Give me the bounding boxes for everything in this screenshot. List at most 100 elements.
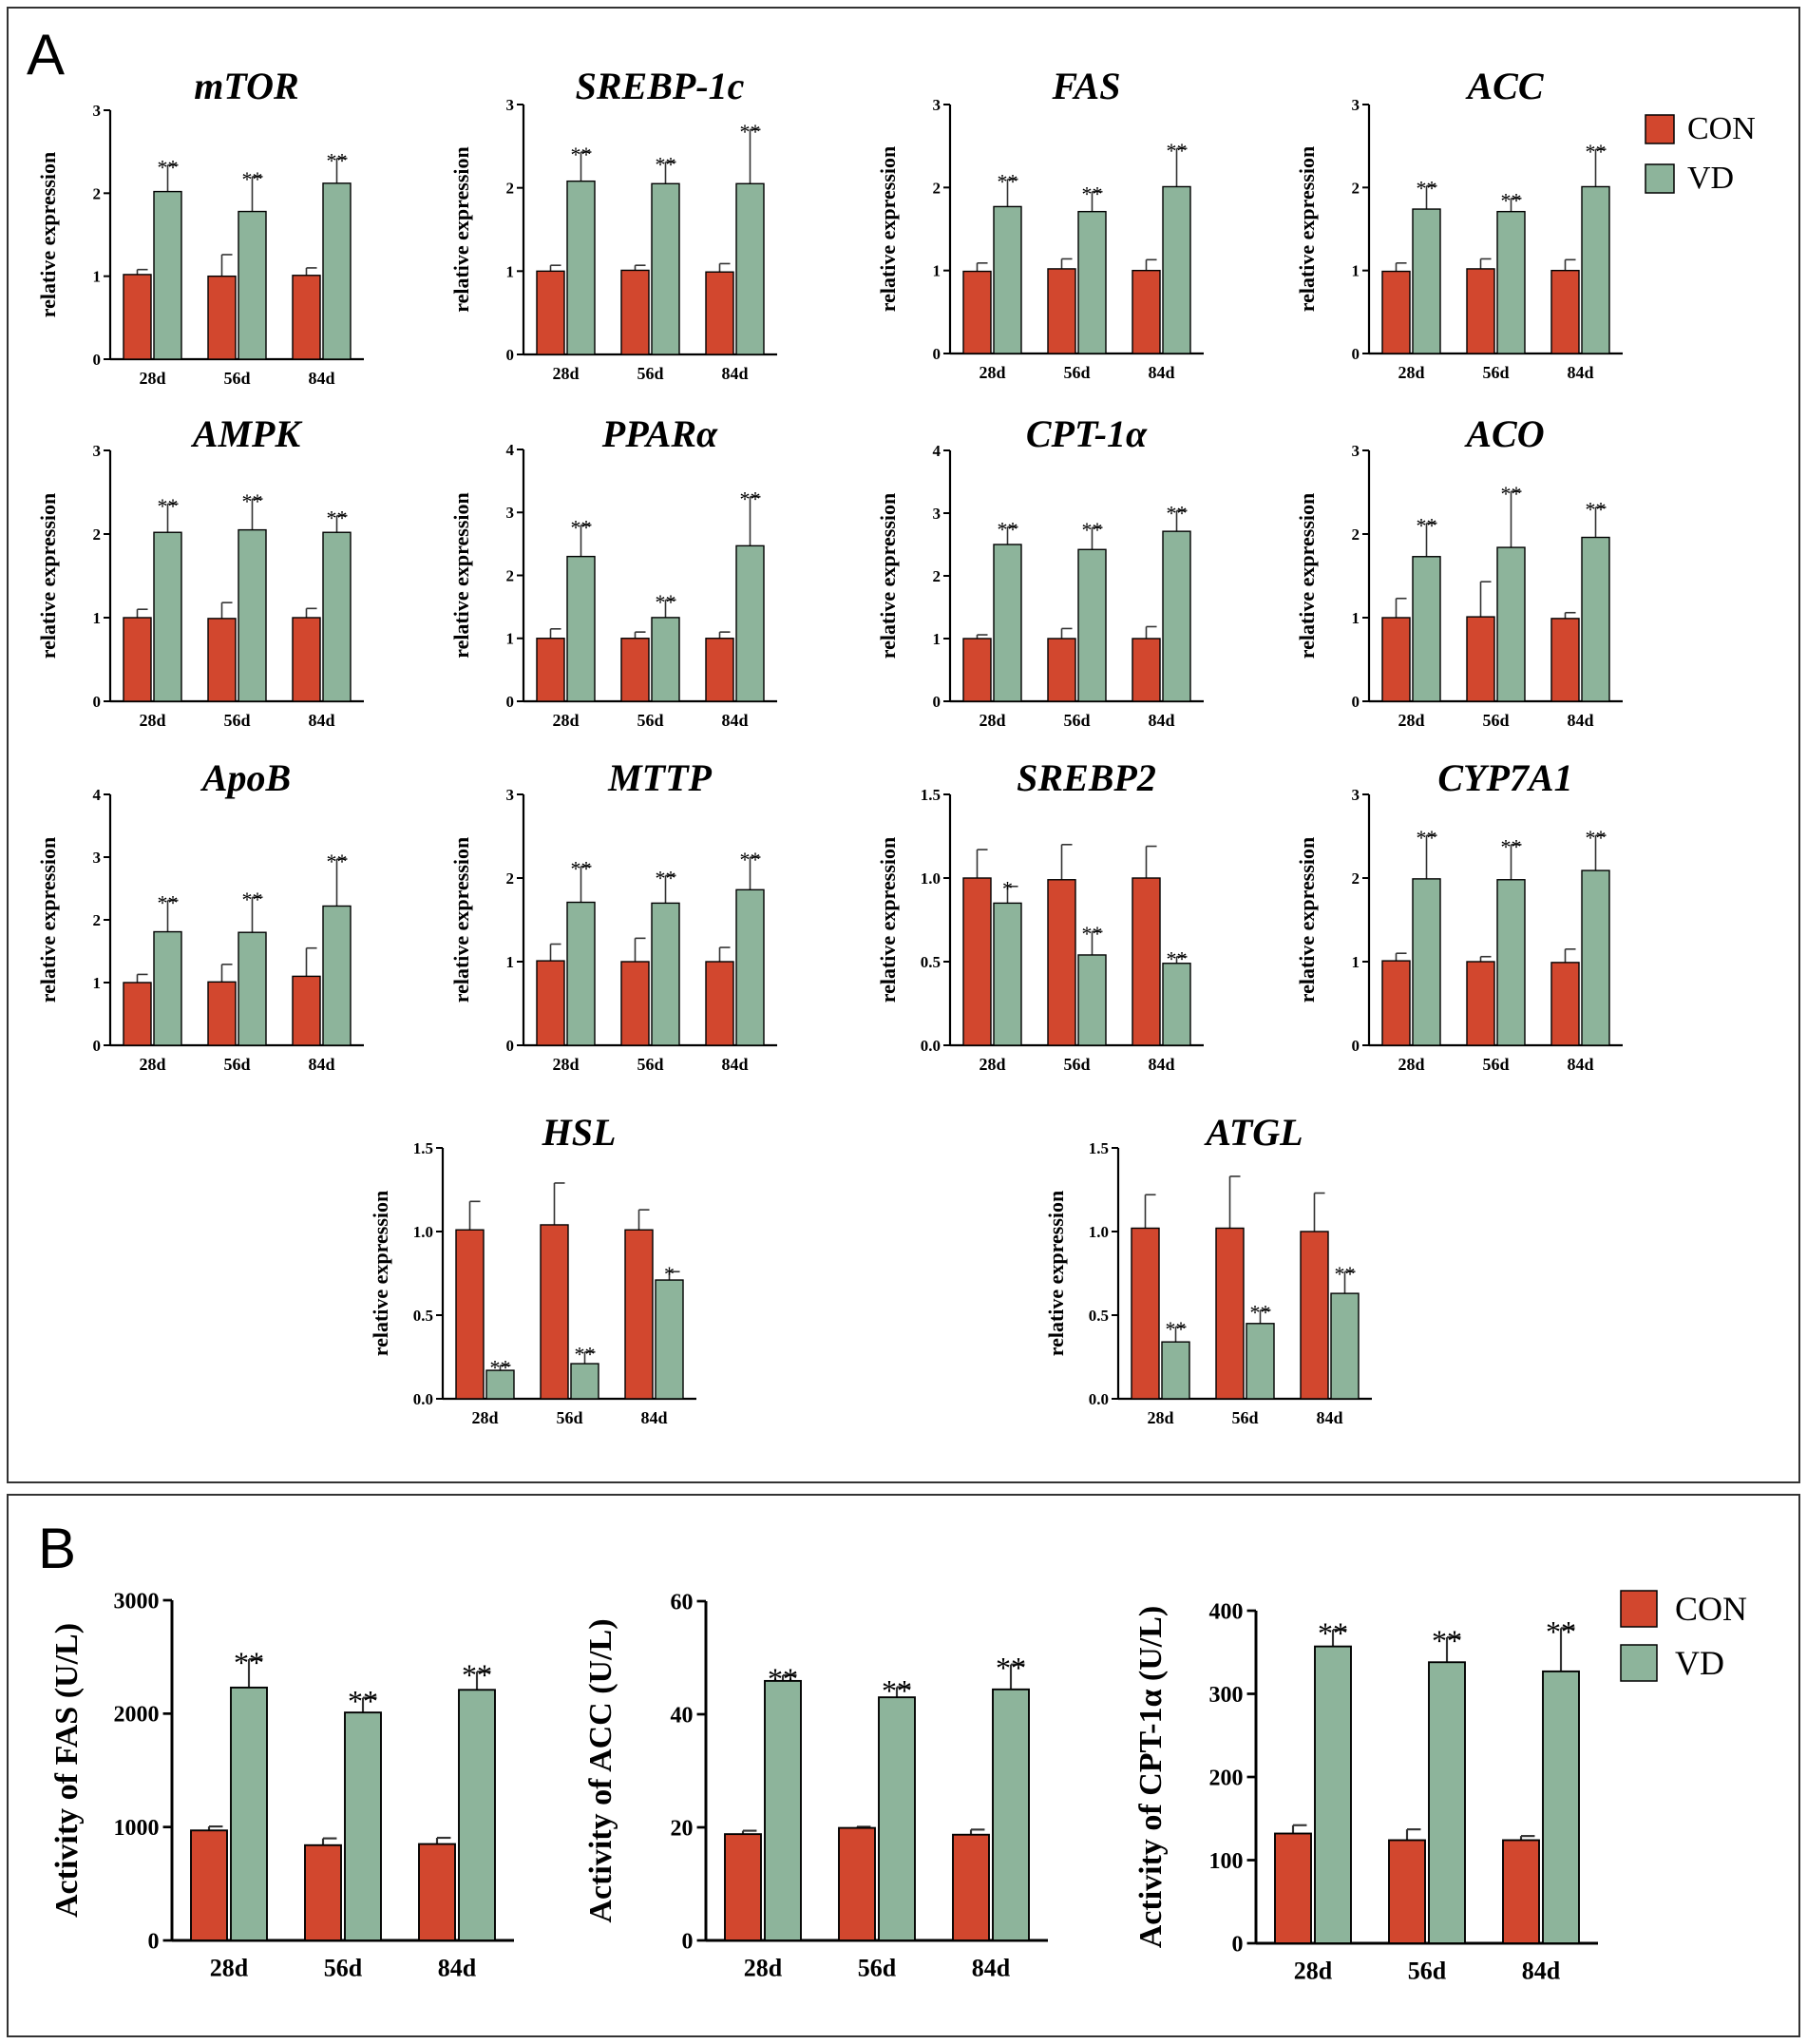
y-tick-label: 40: [671, 1703, 694, 1728]
y-tick-label: 1: [93, 974, 102, 992]
y-tick-label: 2: [506, 180, 515, 198]
bar-con: [1466, 961, 1495, 1046]
panel-a-frame: [7, 7, 1800, 1483]
y-tick-label: 200: [1209, 1766, 1244, 1790]
y-tick-label: 0.0: [413, 1390, 433, 1408]
significance-marker: *: [1002, 877, 1013, 901]
bar-vd: [764, 1679, 802, 1941]
bar-vd: [322, 531, 352, 702]
x-tick-label: 28d: [979, 711, 1005, 730]
bar-vd: [651, 617, 680, 702]
bar-con: [962, 877, 992, 1046]
chart-cyp7a1: 0 1 2 3 relative expression CYP7A1 28d ** 56d ** 8…: [1295, 756, 1623, 1074]
y-tick-label: 3: [506, 786, 515, 804]
significance-marker: **: [571, 143, 592, 166]
chart-activity-15: 0 20 40 60 Activity of ACC (U/L) 28d ** 56d ** 84…: [583, 1590, 1048, 1982]
y-tick-label: 0: [1352, 1037, 1360, 1055]
bar-vd: [322, 905, 352, 1046]
chart-title: ACO: [1463, 412, 1544, 455]
legend-b: CON VD: [1620, 1590, 1747, 1682]
bar-con: [1381, 617, 1411, 702]
significance-marker: **: [656, 590, 676, 614]
x-tick-label: 56d: [637, 364, 663, 383]
significance-marker: **: [1501, 189, 1522, 213]
y-tick-label: 1000: [114, 1816, 160, 1841]
x-tick-label: 28d: [744, 1955, 783, 1982]
y-tick-label: 0: [933, 345, 942, 363]
bar-vd: [735, 544, 765, 702]
y-axis-label: Activity of ACC (U/L): [583, 1618, 618, 1922]
chart-srebp-1c: 0 1 2 3 relative expression SREBP-1c 28d ** 56d *…: [449, 65, 777, 383]
y-axis-label: relative expression: [369, 1191, 392, 1357]
bar-vd: [878, 1696, 916, 1941]
chart-title: HSL: [542, 1111, 617, 1154]
significance-marker: **: [327, 506, 348, 530]
bar-con: [1550, 269, 1580, 354]
x-tick-label: 28d: [210, 1955, 249, 1982]
y-tick-label: 1.5: [1089, 1139, 1109, 1157]
bar-con: [123, 274, 152, 360]
bar-vd: [1077, 954, 1107, 1046]
bar-vd: [735, 182, 765, 355]
y-tick-label: 1.0: [1089, 1223, 1109, 1241]
x-tick-label: 28d: [1147, 1408, 1173, 1427]
bar-vd: [566, 555, 596, 702]
bar-vd: [153, 930, 182, 1046]
x-tick-label: 84d: [1567, 1055, 1593, 1074]
significance-marker: **: [656, 152, 676, 176]
y-tick-label: 0: [682, 1929, 694, 1954]
bar-con: [207, 275, 237, 360]
significance-marker: **: [1417, 176, 1437, 200]
legend-a: CON VD: [1645, 111, 1756, 196]
bar-vd: [344, 1711, 382, 1941]
bar-vd: [238, 931, 267, 1046]
chart-title: AMPK: [190, 412, 303, 455]
bar-vd: [1581, 869, 1610, 1046]
bar-con: [304, 1843, 342, 1941]
x-tick-label: 84d: [1522, 1958, 1561, 1985]
chart-title: ACC: [1464, 65, 1544, 107]
chart-activity-14: 0 1000 2000 3000 Activity of FAS (U/L) 28d ** 5…: [49, 1589, 514, 1982]
x-tick-label: 56d: [223, 711, 250, 730]
chart-fas: 0 1 2 3 relative expression FAS 28d ** 56d ** 84d *…: [876, 65, 1204, 382]
x-tick-label: 28d: [979, 363, 1005, 382]
chart-title: SREBP2: [1017, 756, 1156, 799]
chart-srebp2: 0.0 0.5 1.0 1.5 relative expression SREBP2 28d…: [876, 756, 1204, 1074]
bar-vd: [1496, 210, 1526, 354]
y-tick-label: 2: [933, 179, 942, 197]
bar-vd: [1162, 185, 1191, 354]
y-tick-label: 4: [933, 442, 942, 460]
x-tick-label: 84d: [1148, 711, 1174, 730]
bar-vd: [1077, 210, 1107, 354]
bar-con: [952, 1833, 990, 1941]
panel-b-frame: [7, 1494, 1800, 2037]
bar-con: [292, 275, 321, 360]
y-tick-label: 0.5: [413, 1307, 433, 1325]
chart-ppar-: 0 1 2 3 4 relative expression PPARα 28d ** 56d ** 8…: [449, 412, 777, 730]
bar-vd: [1412, 208, 1441, 354]
legend-b-vd-swatch: [1620, 1644, 1658, 1682]
bar-con: [1131, 1227, 1160, 1400]
y-tick-label: 1.5: [921, 786, 941, 804]
significance-marker: **: [571, 515, 592, 539]
bar-con: [123, 982, 152, 1046]
x-tick-label: 56d: [1063, 363, 1090, 382]
bar-vd: [570, 1363, 599, 1400]
x-tick-label: 56d: [223, 369, 250, 388]
chart-title: MTTP: [607, 756, 712, 799]
bar-con: [1300, 1231, 1329, 1400]
x-tick-label: 84d: [308, 711, 334, 730]
significance-marker: **: [1417, 513, 1437, 537]
x-tick-label: 56d: [1482, 363, 1509, 382]
x-tick-label: 84d: [721, 1055, 748, 1074]
significance-marker: **: [882, 1673, 912, 1708]
bar-con: [455, 1229, 485, 1400]
bar-con: [724, 1833, 762, 1941]
y-tick-label: 1: [93, 268, 102, 286]
y-tick-label: 1: [933, 630, 942, 648]
chart-acc: 0 1 2 3 relative expression ACC 28d ** 56d ** 84d *…: [1295, 65, 1623, 382]
x-tick-label: 84d: [308, 369, 334, 388]
y-tick-label: 4: [93, 786, 102, 804]
bar-vd: [566, 901, 596, 1046]
